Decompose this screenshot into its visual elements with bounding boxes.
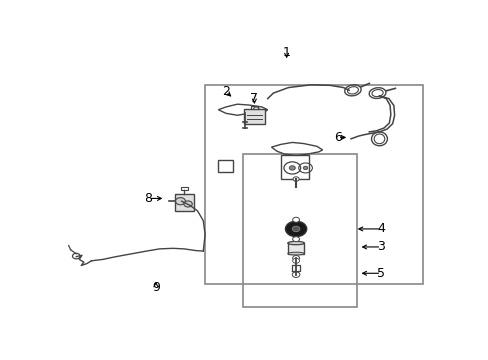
Bar: [175, 194, 193, 211]
Bar: [205, 85, 422, 284]
Circle shape: [292, 226, 299, 232]
Circle shape: [292, 256, 299, 261]
Circle shape: [183, 201, 192, 207]
Circle shape: [292, 272, 299, 278]
Text: 9: 9: [152, 281, 160, 294]
Circle shape: [289, 166, 295, 170]
Text: 3: 3: [377, 240, 385, 253]
Text: 2: 2: [222, 85, 229, 98]
Bar: [287, 243, 304, 253]
Circle shape: [253, 107, 259, 111]
Ellipse shape: [287, 242, 304, 245]
Circle shape: [292, 258, 299, 263]
Text: 8: 8: [144, 192, 152, 205]
Text: 7: 7: [250, 92, 258, 105]
Circle shape: [292, 177, 299, 181]
Circle shape: [292, 217, 299, 222]
Text: 1: 1: [282, 46, 290, 59]
Text: 5: 5: [377, 267, 385, 280]
Bar: [243, 154, 356, 307]
Circle shape: [292, 237, 299, 242]
Bar: [280, 156, 309, 179]
Text: 6: 6: [333, 131, 341, 144]
Text: 4: 4: [377, 222, 385, 235]
Bar: [218, 161, 232, 172]
Ellipse shape: [287, 252, 304, 255]
Bar: [180, 187, 188, 190]
Circle shape: [303, 166, 307, 170]
Circle shape: [175, 198, 185, 205]
Bar: [244, 109, 264, 123]
Circle shape: [285, 221, 306, 237]
